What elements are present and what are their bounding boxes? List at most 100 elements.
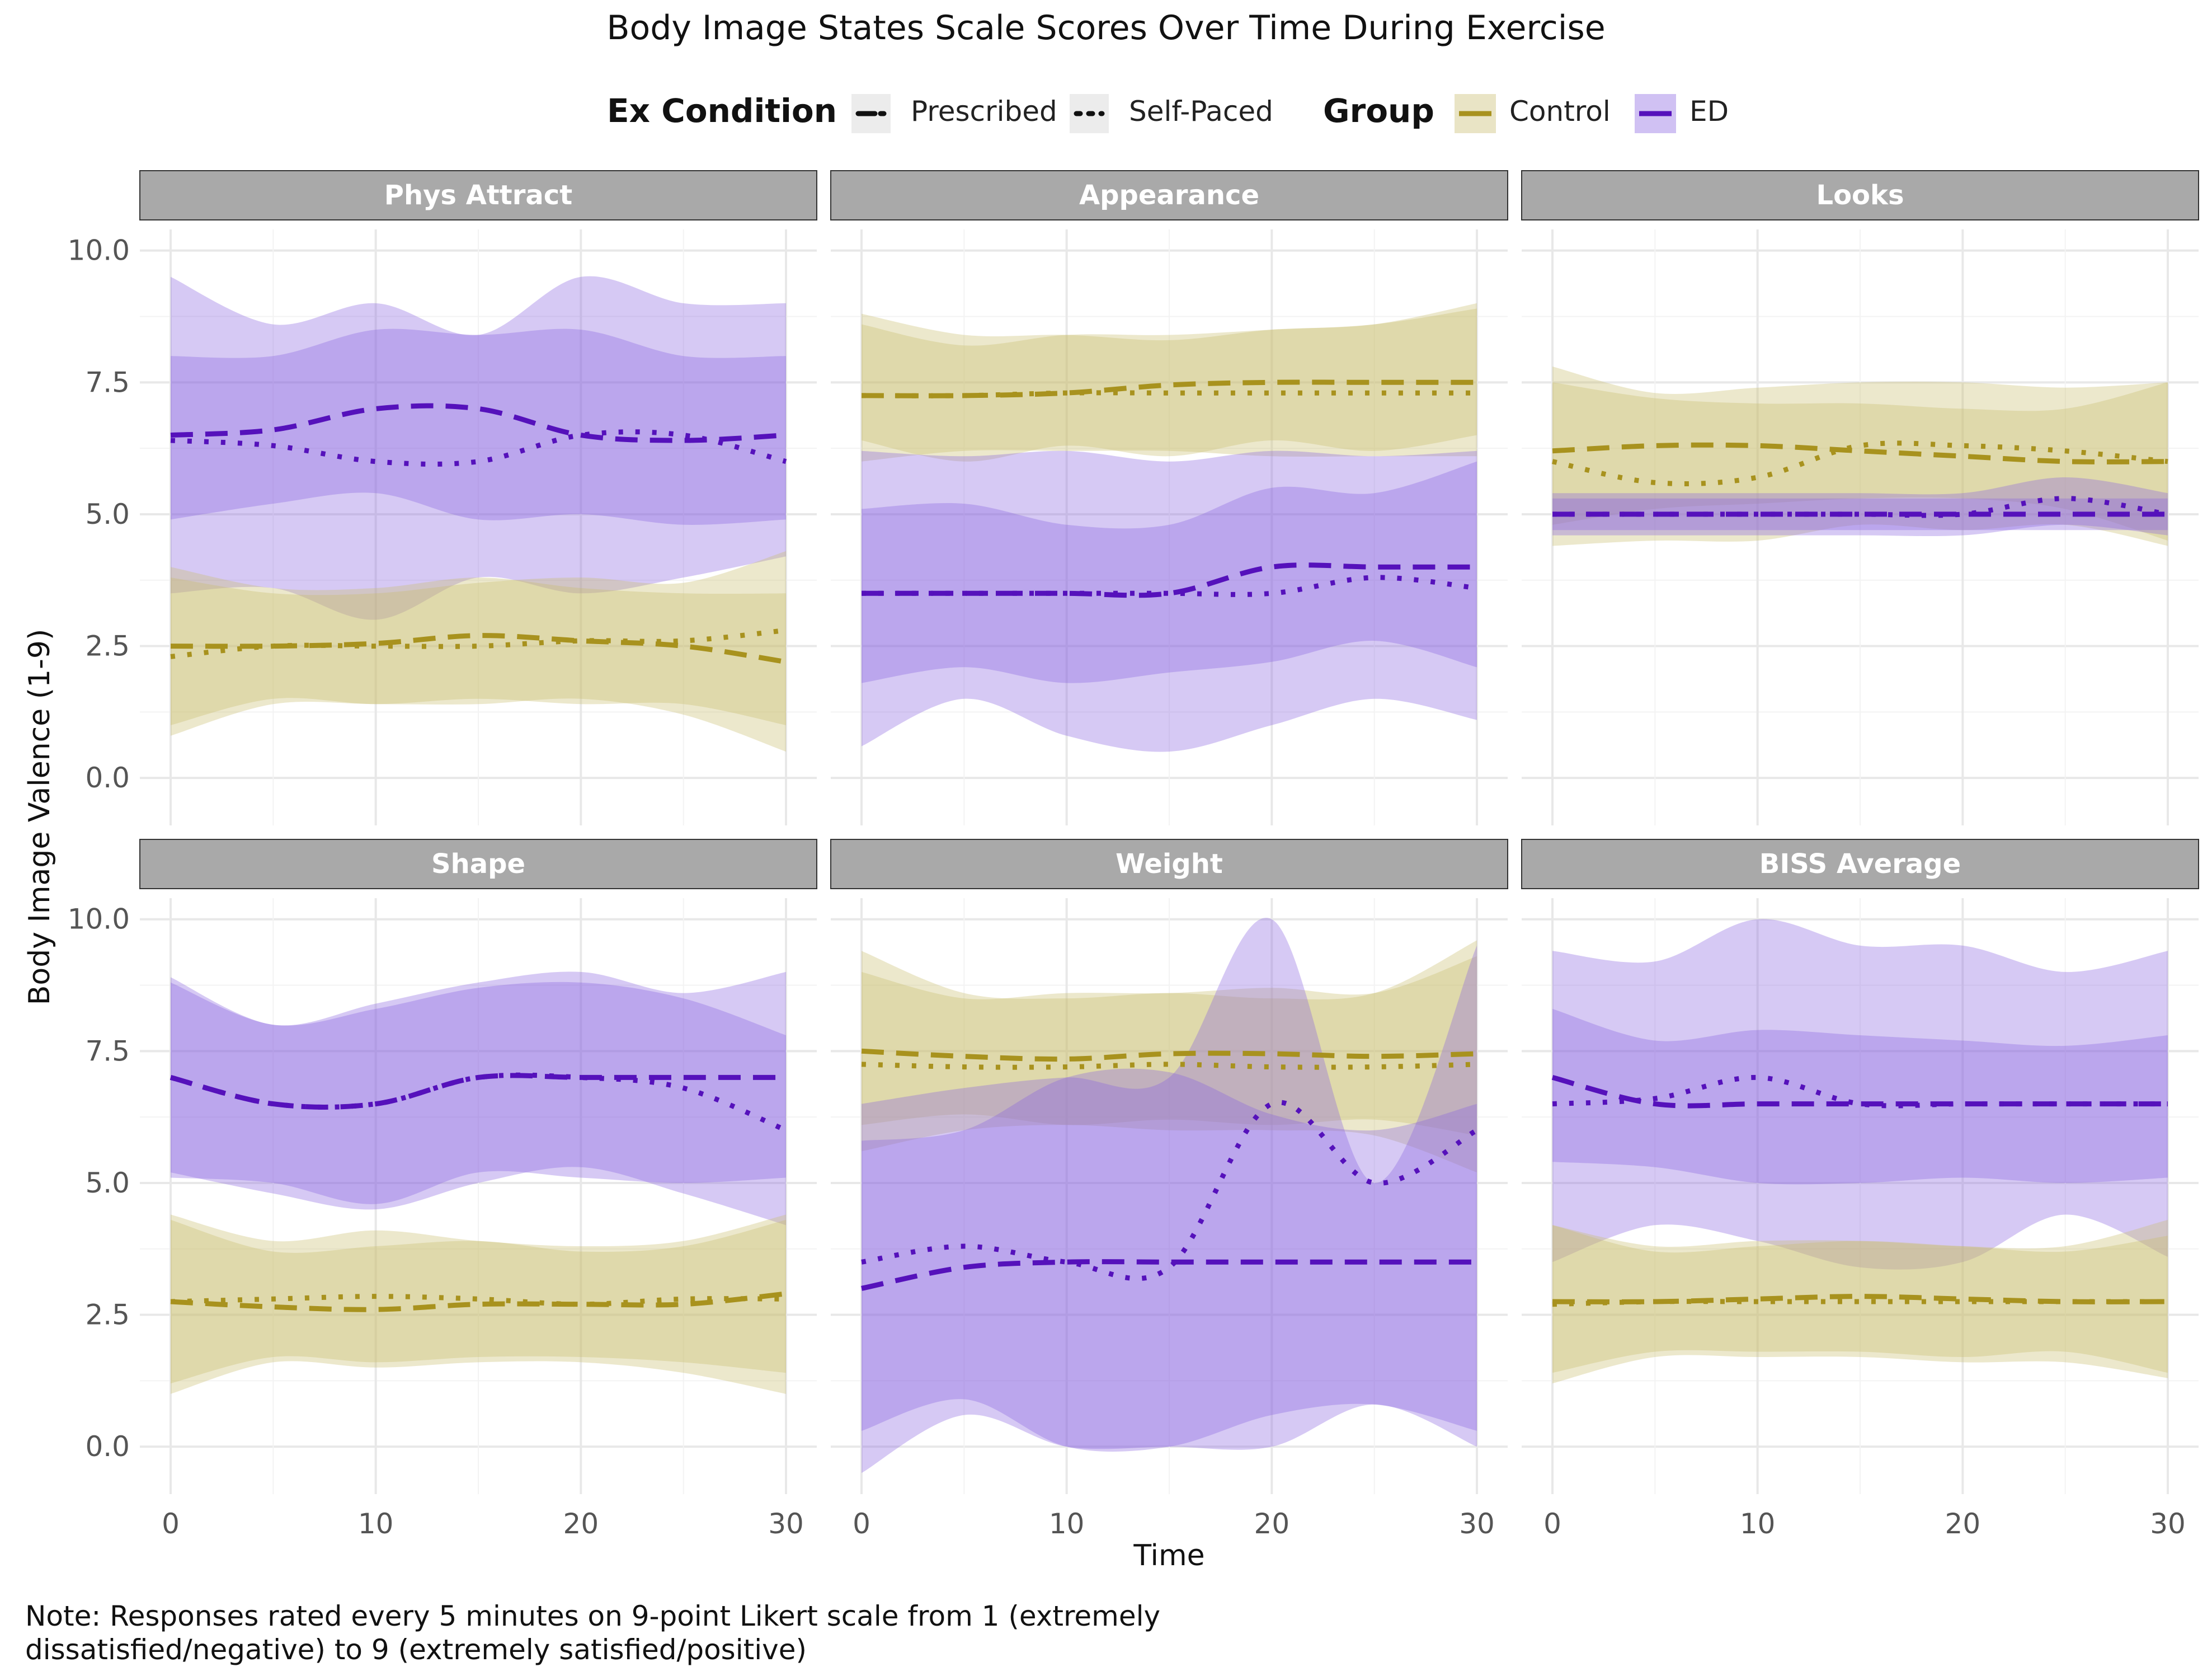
panels: Phys Attract 0.0 2.5 5.0 7.5 10.0 Appearance Lo…	[68, 170, 2199, 1540]
series-line-ed-selfpaced	[861, 575, 1477, 597]
strip-looks	[1521, 170, 2199, 220]
series-line-ed-selfpaced	[1552, 1074, 2168, 1109]
ribbon-control-selfpaced	[1552, 1219, 2168, 1384]
ribbon-control-prescribed	[1552, 1225, 2168, 1373]
ribbon-ed-prescribed	[1552, 1008, 2168, 1185]
ribbon-ed-selfpaced	[862, 450, 1477, 752]
series-line-ed-selfpaced	[170, 429, 787, 467]
ribbon-ed-selfpaced	[1552, 477, 2168, 537]
ribbons-biss-average	[1552, 919, 2168, 1384]
note-line-1: Note: Responses rated every 5 minutes on…	[25, 1600, 1160, 1632]
panel-phys-attract: Phys Attract 0.0 2.5 5.0 7.5 10.0	[68, 170, 817, 825]
strip-appearance	[830, 170, 1508, 220]
series-line-control-selfpaced	[861, 1062, 1477, 1070]
panel-shape: Shape 0.0 2.5 5.0 7.5 10.0 0 10 20 30	[68, 839, 817, 1540]
x-tick-label: 30	[768, 1508, 804, 1540]
ribbon-control-selfpaced	[171, 1214, 786, 1394]
x-tick-label: 30	[2150, 1508, 2186, 1540]
lines-appearance	[861, 379, 1477, 598]
lines-phys-attract	[170, 403, 787, 665]
strip-label-looks: Looks	[1816, 180, 1904, 211]
y-tick-label: 7.5	[85, 366, 130, 398]
x-tick-label: 10	[358, 1508, 394, 1540]
grid-shape	[140, 898, 817, 1494]
legend-label-control: Control	[1509, 95, 1611, 128]
y-tick-label: 5.0	[85, 498, 130, 531]
ribbon-ed-prescribed	[171, 328, 786, 525]
legend: Ex Condition Prescribed Self-Paced Group…	[607, 92, 1729, 133]
lines-weight	[861, 1048, 1479, 1291]
legend-label-prescribed: Prescribed	[911, 95, 1057, 128]
series-line-ed-prescribed	[861, 1259, 1477, 1291]
grid-appearance	[831, 229, 1508, 825]
ribbon-ed-prescribed	[171, 982, 786, 1204]
note-line-2: dissatisfied/negative) to 9 (extremely s…	[25, 1633, 807, 1666]
series-line-ed-prescribed	[170, 1073, 786, 1110]
ribbon-ed-selfpaced	[171, 971, 786, 1226]
y-tick-label: 10.0	[68, 234, 130, 267]
series-line-control-selfpaced	[170, 1294, 787, 1307]
x-tick-label: 0	[162, 1508, 180, 1540]
panel-looks: Looks	[1521, 170, 2199, 825]
grid-weight	[831, 898, 1508, 1494]
y-axis-label: Body Image Valence (1-9)	[23, 629, 57, 1006]
ribbon-ed-prescribed	[862, 461, 1477, 683]
ribbons-shape	[171, 971, 786, 1394]
ribbons-looks	[1552, 367, 2168, 546]
ribbons-weight	[862, 918, 1477, 1473]
grid-biss-average	[1522, 898, 2199, 1494]
y-tick-label: 0.0	[85, 1430, 130, 1463]
series-line-control-selfpaced	[170, 627, 787, 659]
x-axis-label: Time	[1133, 1539, 1204, 1572]
ribbon-ed-prescribed	[1552, 498, 2168, 531]
strip-shape	[139, 839, 817, 889]
y-tick-label: 2.5	[85, 1299, 130, 1331]
ribbon-ed-selfpaced	[171, 276, 786, 620]
ribbons-phys-attract	[171, 276, 786, 752]
ribbon-control-prescribed	[171, 567, 786, 725]
x-tick-label: 20	[563, 1508, 599, 1540]
x-tick-label: 0	[853, 1508, 870, 1540]
ribbon-ed-selfpaced	[1552, 919, 2168, 1270]
series-line-ed-selfpaced	[1552, 496, 2168, 518]
ribbon-control-prescribed	[1552, 382, 2168, 541]
x-tick-label: 10	[1049, 1508, 1085, 1540]
ribbon-control-prescribed	[171, 1219, 786, 1384]
x-tick-label: 30	[1459, 1508, 1495, 1540]
strip-label-shape: Shape	[431, 848, 525, 880]
strip-biss-average	[1521, 839, 2199, 889]
strip-label-appearance: Appearance	[1079, 180, 1259, 211]
panel-biss-average: BISS Average 0 10 20 30	[1521, 839, 2199, 1540]
legend-group-title: Group	[1323, 92, 1434, 130]
y-tick-label: 5.0	[85, 1167, 130, 1199]
x-tick-label: 0	[1543, 1508, 1561, 1540]
ribbon-control-prescribed	[862, 956, 1477, 1136]
ribbon-control-prescribed	[862, 308, 1477, 462]
panel-weight: Weight 0 10 20 30	[830, 839, 1508, 1540]
lines-biss-average	[1551, 1074, 2168, 1307]
chart-title: Body Image States Scale Scores Over Time…	[606, 8, 1605, 48]
series-line-ed-selfpaced	[170, 1072, 787, 1133]
x-tick-label: 10	[1740, 1508, 1776, 1540]
strip-label-phys-attract: Phys Attract	[384, 180, 572, 211]
legend-label-ed: ED	[1689, 95, 1729, 128]
ribbons-appearance	[862, 303, 1477, 752]
strip-label-biss-average: BISS Average	[1759, 848, 1961, 880]
y-tick-label: 2.5	[85, 630, 130, 663]
y-tick-label: 0.0	[85, 762, 130, 794]
ribbon-ed-prescribed	[862, 1068, 1477, 1452]
ribbon-control-selfpaced	[862, 940, 1477, 1173]
strip-label-weight: Weight	[1116, 848, 1223, 880]
ribbon-control-selfpaced	[171, 551, 786, 752]
x-tick-label: 20	[1945, 1508, 1981, 1540]
y-tick-label: 7.5	[85, 1035, 130, 1067]
lines-shape	[170, 1072, 787, 1312]
legend-condition-title: Ex Condition	[607, 92, 837, 130]
series-line-control-selfpaced	[861, 390, 1477, 398]
series-line-control-selfpaced	[1552, 1299, 2168, 1307]
x-tick-label: 20	[1254, 1508, 1290, 1540]
y-tick-label: 10.0	[68, 903, 130, 936]
panel-appearance: Appearance	[830, 170, 1508, 825]
